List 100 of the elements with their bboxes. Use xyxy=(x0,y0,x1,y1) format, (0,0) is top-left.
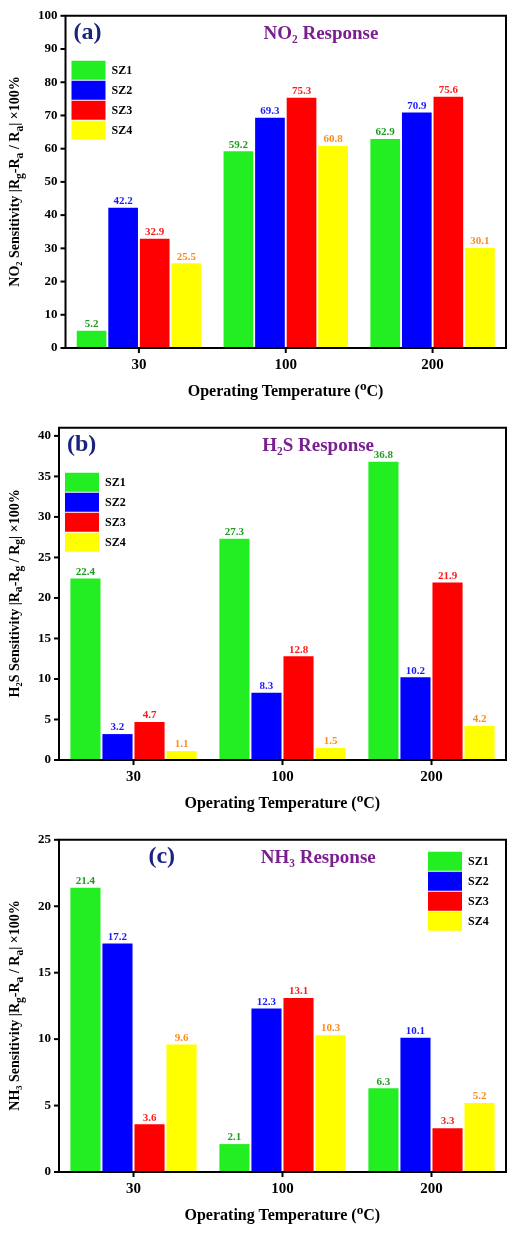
bar xyxy=(70,578,101,760)
data-label: 12.8 xyxy=(288,642,309,655)
chart-title: NH₃ Response xyxy=(260,845,376,868)
x-tick-label: 30 xyxy=(126,767,141,784)
y-tick-label: 30 xyxy=(44,239,58,255)
legend-label: SZ2 xyxy=(111,82,133,97)
legend-label: SZ1 xyxy=(468,853,489,868)
bar xyxy=(219,1144,250,1172)
bar xyxy=(465,248,495,348)
data-label: 59.2 xyxy=(228,137,249,150)
data-label: 5.2 xyxy=(84,317,99,330)
x-tick-label: 100 xyxy=(274,355,297,372)
annotation: (c) xyxy=(148,841,176,869)
y-tick-label: 60 xyxy=(44,140,58,156)
legend-label: SZ4 xyxy=(468,913,489,928)
bar xyxy=(70,887,101,1172)
bar xyxy=(283,656,314,760)
data-label: 10.2 xyxy=(405,663,426,676)
y-tick-label: 90 xyxy=(44,40,58,56)
y-tick-label: 50 xyxy=(44,173,58,189)
bar xyxy=(283,997,314,1172)
data-label: 8.3 xyxy=(259,679,274,692)
data-label: 27.3 xyxy=(224,525,245,538)
legend-label: SZ3 xyxy=(468,893,489,908)
data-label: 1.1 xyxy=(174,737,189,750)
data-label: 10.1 xyxy=(405,1024,426,1037)
chart-title: NO₂ Response xyxy=(263,21,379,44)
x-tick-label: 200 xyxy=(420,1179,443,1196)
bar xyxy=(400,677,431,760)
bar xyxy=(251,1008,282,1172)
legend-label: SZ3 xyxy=(105,514,126,529)
data-label: 36.8 xyxy=(373,448,394,461)
annotation: (b) xyxy=(67,429,97,457)
data-label: 12.3 xyxy=(256,994,277,1007)
data-label: 9.6 xyxy=(174,1030,189,1043)
data-label: 4.2 xyxy=(472,712,487,725)
y-tick-label: 100 xyxy=(38,7,58,23)
y-tick-label: 80 xyxy=(44,73,58,89)
x-tick-label: 30 xyxy=(131,355,147,372)
bar xyxy=(368,1088,399,1172)
data-label: 21.4 xyxy=(75,873,96,886)
x-axis-title: Operating Temperature ($^{o}$C) xyxy=(187,378,384,401)
bar xyxy=(401,112,432,348)
bar xyxy=(76,330,107,348)
data-label: 75.3 xyxy=(291,84,312,97)
data-label: 5.2 xyxy=(472,1089,487,1102)
bar xyxy=(251,692,282,760)
bar xyxy=(368,461,399,760)
data-label: 10.3 xyxy=(320,1021,341,1034)
data-label: 13.1 xyxy=(288,984,309,997)
y-tick-label: 10 xyxy=(38,1030,51,1046)
y-tick-label: 15 xyxy=(38,964,52,980)
x-tick-label: 200 xyxy=(421,355,444,372)
y-tick-label: 0 xyxy=(44,751,51,767)
x-tick-label: 100 xyxy=(271,1179,294,1196)
bar xyxy=(432,1128,463,1172)
bar xyxy=(400,1037,431,1172)
data-label: 30.1 xyxy=(470,234,490,247)
legend-label: SZ4 xyxy=(111,122,133,137)
bar xyxy=(318,146,348,348)
y-tick-label: 35 xyxy=(38,467,52,483)
annotation: (a) xyxy=(73,17,102,45)
data-label: 17.2 xyxy=(107,929,128,942)
bar xyxy=(166,751,197,760)
y-tick-label: 5 xyxy=(44,1096,52,1112)
data-label: 6.3 xyxy=(376,1074,391,1087)
y-tick-label: 0 xyxy=(44,1163,51,1179)
bar xyxy=(464,725,495,760)
y-tick-label: 15 xyxy=(38,629,52,645)
x-tick-label: 100 xyxy=(271,767,294,784)
data-label: 75.6 xyxy=(438,83,459,96)
data-label: 25.5 xyxy=(176,249,197,262)
bar xyxy=(134,721,165,760)
bar xyxy=(102,943,133,1172)
bar xyxy=(315,747,346,760)
bar xyxy=(464,1102,495,1172)
legend-label: SZ1 xyxy=(105,474,126,489)
x-tick-label: 30 xyxy=(126,1179,141,1196)
data-label: 3.6 xyxy=(142,1110,157,1123)
bar xyxy=(255,117,285,348)
y-tick-label: 25 xyxy=(38,831,52,847)
y-tick-label: 20 xyxy=(44,272,58,288)
y-tick-label: 20 xyxy=(38,897,51,913)
legend-label: SZ4 xyxy=(105,534,126,549)
bar xyxy=(108,207,138,348)
bar xyxy=(432,582,463,760)
y-tick-label: 0 xyxy=(51,339,58,355)
data-label: 62.9 xyxy=(375,125,396,138)
y-tick-label: 5 xyxy=(44,710,52,726)
legend-label: SZ2 xyxy=(105,494,126,509)
bar xyxy=(370,139,401,348)
y-tick-label: 30 xyxy=(38,508,51,524)
bar xyxy=(315,1035,346,1172)
bar xyxy=(171,263,202,348)
legend-label: SZ1 xyxy=(111,62,133,77)
data-label: 3.3 xyxy=(440,1114,455,1127)
data-label: 69.3 xyxy=(260,104,281,117)
data-label: 70.9 xyxy=(407,98,427,111)
y-tick-label: 10 xyxy=(38,670,51,686)
bar xyxy=(134,1124,165,1172)
